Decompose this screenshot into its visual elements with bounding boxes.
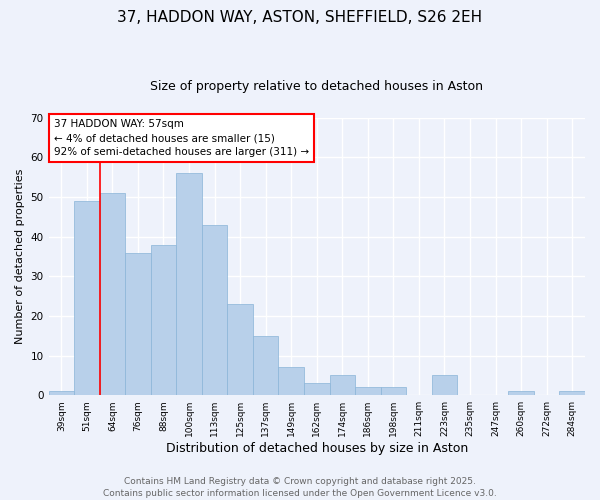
Bar (125, 252, 151, 395)
Bar (227, 304, 253, 395)
Bar (432, 376, 457, 395)
Title: Size of property relative to detached houses in Aston: Size of property relative to detached ho… (150, 80, 483, 93)
Bar (253, 336, 278, 395)
Bar (100, 193, 125, 395)
Bar (355, 388, 380, 395)
Bar (304, 384, 329, 395)
Bar (508, 391, 534, 395)
Text: 37 HADDON WAY: 57sqm
← 4% of detached houses are smaller (15)
92% of semi-detach: 37 HADDON WAY: 57sqm ← 4% of detached ho… (54, 119, 309, 157)
Bar (559, 391, 585, 395)
Bar (151, 244, 176, 395)
Bar (202, 225, 227, 395)
Bar (278, 368, 304, 395)
Bar (176, 174, 202, 395)
Bar (49, 391, 74, 395)
Bar (380, 388, 406, 395)
Text: Contains HM Land Registry data © Crown copyright and database right 2025.
Contai: Contains HM Land Registry data © Crown c… (103, 476, 497, 498)
Y-axis label: Number of detached properties: Number of detached properties (15, 169, 25, 344)
X-axis label: Distribution of detached houses by size in Aston: Distribution of detached houses by size … (166, 442, 468, 455)
Text: 37, HADDON WAY, ASTON, SHEFFIELD, S26 2EH: 37, HADDON WAY, ASTON, SHEFFIELD, S26 2E… (118, 10, 482, 25)
Bar (74, 201, 100, 395)
Bar (329, 376, 355, 395)
